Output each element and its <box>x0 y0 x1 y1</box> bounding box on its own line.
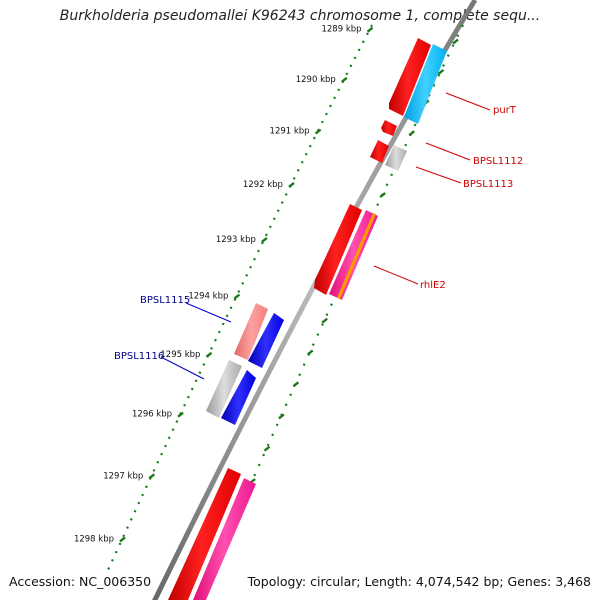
gene-BPSL1116[interactable] <box>206 360 242 418</box>
scale-minor-tick <box>292 381 300 388</box>
scale-tick-label-1298: 1298 kbp <box>74 534 114 544</box>
gene-BPSL1115[interactable] <box>234 303 268 360</box>
scale-minor-tick <box>306 349 314 356</box>
gene-label-purT[interactable]: purT <box>493 105 517 116</box>
scale-minor-tick <box>408 130 415 137</box>
map-title: Burkholderia pseudomallei K96243 chromos… <box>59 8 541 24</box>
scale-tick-1295 <box>205 351 213 358</box>
footer-summary: Topology: circular; Length: 4,074,542 bp… <box>247 574 591 589</box>
scale-tick-1298 <box>119 536 126 543</box>
scale-minor-tick <box>437 68 445 75</box>
scale-tick-label-1293: 1293 kbp <box>216 235 256 245</box>
gene-BPSL1115-cds[interactable] <box>248 313 284 368</box>
scale-tick-1294 <box>233 293 241 300</box>
gene-label-BPSL1112[interactable]: BPSL1112 <box>473 156 523 167</box>
scale-tick-label-1294: 1294 kbp <box>188 292 228 302</box>
label-line-BPSL1113 <box>415 166 462 184</box>
scale-tick-labels: 1289 kbp 1290 kbp 1291 kbp 1292 kbp 1293 kbp… <box>74 25 362 545</box>
scale-tick-label-1295: 1295 kbp <box>160 350 200 360</box>
gene-label-BPSL1113[interactable]: BPSL1113 <box>463 179 513 190</box>
gene-label-BPSL1116[interactable]: BPSL1116 <box>114 351 164 362</box>
gene-rhlE2-cds-stripe <box>337 213 376 299</box>
gene-BPSL1112[interactable] <box>381 120 397 136</box>
gene-rhlE2[interactable] <box>314 204 362 295</box>
gene-BPSL1113[interactable] <box>385 145 407 171</box>
label-line-purT <box>445 92 491 111</box>
label-line-rhlE2 <box>373 265 419 285</box>
gene-BPSL1112-b[interactable] <box>370 140 389 163</box>
scale-tick-label-1289: 1289 kbp <box>321 25 361 35</box>
scale-tick-1297 <box>148 473 156 480</box>
scale-tick-1289 <box>366 26 374 33</box>
label-line-BPSL1116 <box>160 356 205 380</box>
gene-features <box>168 38 447 600</box>
gene-label-BPSL1115[interactable]: BPSL1115 <box>140 295 190 306</box>
scale-tick-label-1291: 1291 kbp <box>270 127 310 137</box>
gene-purT[interactable] <box>389 38 431 116</box>
gene-next-cds[interactable] <box>193 478 256 600</box>
scale-minor-tick <box>452 38 459 45</box>
scale-tick-1293 <box>261 236 268 243</box>
label-line-BPSL1115 <box>185 302 232 323</box>
gene-next[interactable] <box>168 468 241 600</box>
gene-label-lines <box>160 92 491 380</box>
gene-BPSL1116-cds[interactable] <box>221 370 256 425</box>
label-line-BPSL1112 <box>425 142 471 161</box>
scale-tick-label-1290: 1290 kbp <box>296 75 336 85</box>
scale-tick-1292 <box>288 181 295 188</box>
scale-minor-tick <box>278 413 285 420</box>
scale-minor-tick <box>379 192 386 199</box>
scale-minor-tick <box>321 317 328 324</box>
scale-tick-label-1292: 1292 kbp <box>243 180 283 190</box>
scale-tick-label-1296: 1296 kbp <box>132 410 172 420</box>
scale-minor-tick <box>263 445 271 452</box>
scale-tick-1291 <box>314 128 322 135</box>
scale-tick-1296 <box>177 411 184 418</box>
gene-label-rhlE2[interactable]: rhlE2 <box>420 280 446 291</box>
scale-tick-1290 <box>341 76 348 83</box>
gene-purT-cds[interactable] <box>404 44 447 124</box>
scale-tick-label-1297: 1297 kbp <box>103 471 143 481</box>
footer-accession: Accession: NC_006350 <box>9 574 152 589</box>
